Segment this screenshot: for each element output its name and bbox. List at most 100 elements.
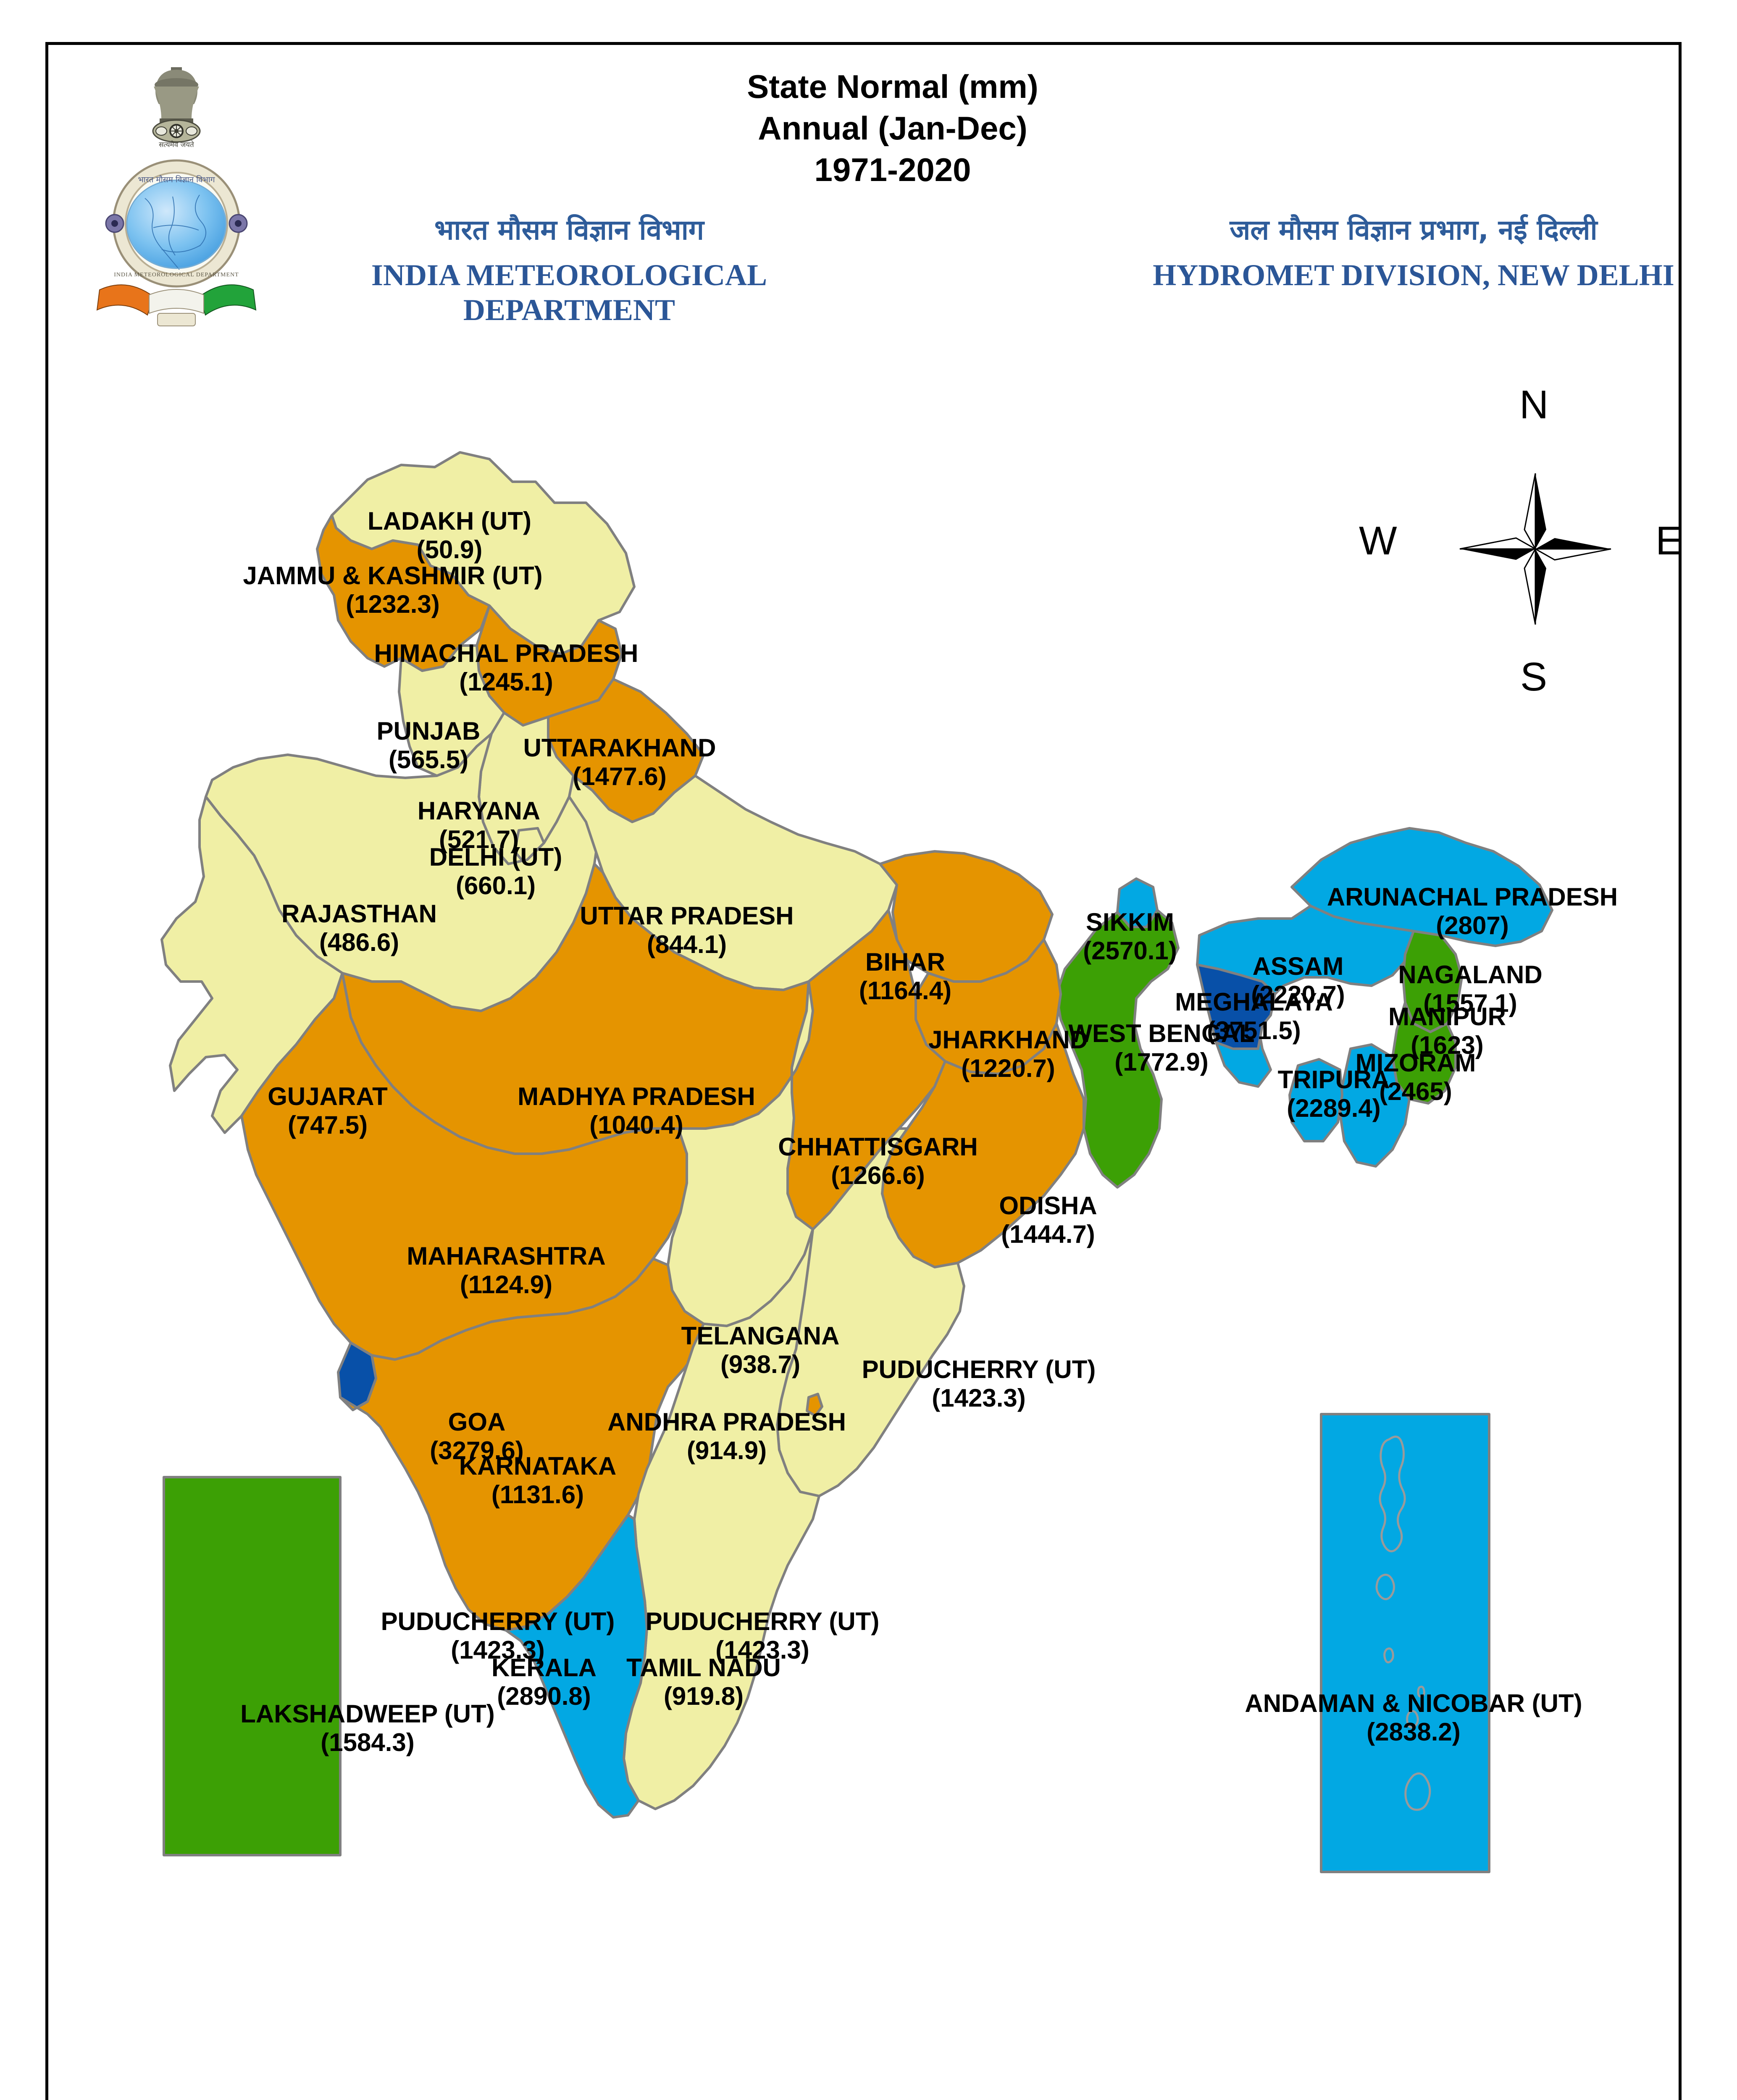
map-label-kerala[interactable]: KERALA (2890.8) [491,1654,597,1711]
department-right-hindi: जल मौसम विज्ञान प्रभाग, नई दिल्ली [1230,214,1598,246]
map-label-sikkim[interactable]: SIKKIM (2570.1) [1083,908,1177,965]
region-value: (1220.7) [961,1054,1055,1082]
svg-text:सत्यमेव जयते: सत्यमेव जयते [159,140,194,149]
region-value: (2838.2) [1366,1717,1461,1746]
map-label-assam[interactable]: ASSAM (2220.7) [1251,952,1345,1009]
region-value: (914.9) [686,1436,767,1465]
region-value: (1232.3) [346,590,440,618]
compass-north-label: N [1519,382,1549,427]
map-label-jharkhand[interactable]: JHARKHAND (1220.7) [928,1026,1088,1083]
map-label-bihar[interactable]: BIHAR (1164.4) [859,948,951,1005]
map-label-andhra-pradesh[interactable]: ANDHRA PRADESH (914.9) [607,1408,846,1465]
region-value: (521.7) [439,825,519,853]
region-name: RAJASTHAN [281,900,437,928]
page-title: State Normal (mm) Annual (Jan-Dec) 1971-… [628,66,1157,191]
region-value: (660.1) [455,871,536,900]
region-name: TELANGANA [681,1322,840,1350]
region-name: KERALA [491,1654,597,1682]
region-name: JAMMU & KASHMIR (UT) [243,562,543,590]
region-name: LAKSHADWEEP (UT) [240,1700,495,1728]
region-gujarat [160,795,344,1134]
map-label-arunachal-pradesh[interactable]: ARUNACHAL PRADESH (2807) [1327,883,1618,940]
region-name: MANIPUR [1388,1003,1506,1031]
region-name: ASSAM [1252,952,1344,980]
andaman-islands-outline [1375,1436,1431,1811]
map-label-odisha[interactable]: ODISHA (1444.7) [999,1192,1097,1249]
region-name: ARUNACHAL PRADESH [1327,883,1618,911]
map-label-mizoram[interactable]: MIZORAM (2465) [1356,1049,1476,1106]
region-value: (2570.1) [1083,936,1177,965]
map-label-rajasthan[interactable]: RAJASTHAN (486.6) [281,900,437,957]
map-label-punjab[interactable]: PUNJAB (565.5) [377,717,481,774]
region-name: GOA [448,1408,506,1436]
map-label-lakshadweep-ut[interactable]: LAKSHADWEEP (UT) (1584.3) [240,1700,495,1757]
map-label-puducherry-ut[interactable]: PUDUCHERRY (UT) (1423.3) [862,1355,1096,1412]
region-name: ANDHRA PRADESH [607,1408,846,1436]
imd-logo: सत्यमेव जयते भारत मौसम वि [95,60,258,333]
compass-rose: N S E W [1359,382,1682,699]
map-label-puducherry-ut[interactable]: PUDUCHERRY (UT) (1423.3) [381,1607,615,1664]
map-label-tripura[interactable]: TRIPURA (2289.4) [1278,1066,1390,1123]
region-meghalaya [1196,963,1276,1050]
map-label-haryana[interactable]: HARYANA (521.7) [418,797,540,854]
map-label-puducherry-ut[interactable]: PUDUCHERRY (UT) (1423.3) [646,1607,880,1664]
title-line-1: State Normal (mm) [747,68,1038,105]
map-label-ladakh-ut[interactable]: LADAKH (UT) (50.9) [368,507,531,564]
region-lakshadweep-box [163,1476,342,1856]
map-label-gujarat[interactable]: GUJARAT (747.5) [268,1082,388,1139]
map-label-goa[interactable]: GOA (3279.6) [430,1408,523,1465]
region-name: GUJARAT [268,1082,388,1110]
map-label-maharashtra[interactable]: MAHARASHTRA (1124.9) [407,1242,605,1299]
department-left: भारत मौसम विज्ञान विभाग INDIA METEOROLOG… [284,213,855,328]
department-left-hindi: भारत मौसम विज्ञान विभाग [434,214,704,246]
india-rainfall-map: LADAKH (UT) (50.9) JAMMU & KASHMIR (UT) (12… [99,377,1691,2100]
region-value: (50.9) [416,535,483,564]
map-label-himachal-pradesh[interactable]: HIMACHAL PRADESH (1245.1) [374,639,639,696]
region-value: (1444.7) [1001,1220,1095,1248]
region-name: MIZORAM [1355,1049,1476,1077]
map-label-madhya-pradesh[interactable]: MADHYA PRADESH (1040.4) [518,1082,755,1139]
map-label-chhattisgarh[interactable]: CHHATTISGARH (1266.6) [778,1133,978,1190]
map-label-jammu-kashmir-ut[interactable]: JAMMU & KASHMIR (UT) (1232.3) [243,562,542,619]
map-label-karnataka[interactable]: KARNATAKA (1131.6) [459,1452,616,1509]
map-label-tamil-nadu[interactable]: TAMIL NADU (919.8) [626,1654,781,1711]
region-value: (1772.9) [1114,1047,1209,1076]
region-name: SIKKIM [1085,908,1174,936]
department-left-english: INDIA METEOROLOGICAL DEPARTMENT [371,258,767,327]
region-value: (1131.6) [491,1480,584,1509]
map-label-west-bengal[interactable]: WEST BENGAL (1772.9) [1068,1019,1254,1076]
svg-text:भारत मौसम विज्ञान विभाग: भारत मौसम विज्ञान विभाग [138,175,215,184]
region-name: PUDUCHERRY (UT) [381,1607,615,1635]
region-puducherry-coast [806,1393,823,1417]
map-label-uttar-pradesh[interactable]: UTTAR PRADESH (844.1) [580,902,794,959]
region-value: (3751.5) [1207,1016,1301,1045]
region-name: KARNATAKA [459,1452,617,1480]
title-line-3: 1971-2020 [814,151,971,189]
region-name: ANDAMAN & NICOBAR (UT) [1245,1689,1582,1717]
region-value: (1040.4) [589,1110,683,1139]
region-value: (747.5) [287,1110,368,1139]
region-value: (919.8) [663,1682,744,1710]
map-label-delhi-ut[interactable]: DELHI (UT) (660.1) [429,843,562,900]
map-label-uttarakhand[interactable]: UTTARAKHAND (1477.6) [523,734,716,791]
region-value: (938.7) [720,1350,801,1378]
compass-east-label: E [1656,518,1683,563]
region-value: (1266.6) [831,1161,925,1189]
region-name: MAHARASHTRA [407,1242,606,1270]
region-value: (486.6) [319,928,399,956]
region-value: (1557.1) [1423,989,1517,1017]
region-name: PUNJAB [376,717,481,745]
map-label-meghalaya[interactable]: MEGHALAYA (3751.5) [1175,988,1333,1045]
map-label-andaman-nicobar-ut[interactable]: ANDAMAN & NICOBAR (UT) (2838.2) [1245,1689,1582,1746]
region-value: (1245.1) [459,667,553,696]
map-label-manipur[interactable]: MANIPUR (1623) [1388,1003,1506,1060]
map-label-telangana[interactable]: TELANGANA (938.7) [681,1322,840,1379]
region-value: (3279.6) [430,1436,524,1465]
region-name: MADHYA PRADESH [518,1082,755,1110]
region-value: (1423.3) [715,1635,809,1664]
department-right-english: HYDROMET DIVISION, NEW DELHI [1153,258,1674,292]
region-value: (2220.7) [1251,980,1345,1009]
map-label-nagaland[interactable]: NAGALAND (1557.1) [1398,961,1542,1018]
region-name: MEGHALAYA [1175,988,1333,1016]
region-value: (1623) [1411,1031,1484,1059]
